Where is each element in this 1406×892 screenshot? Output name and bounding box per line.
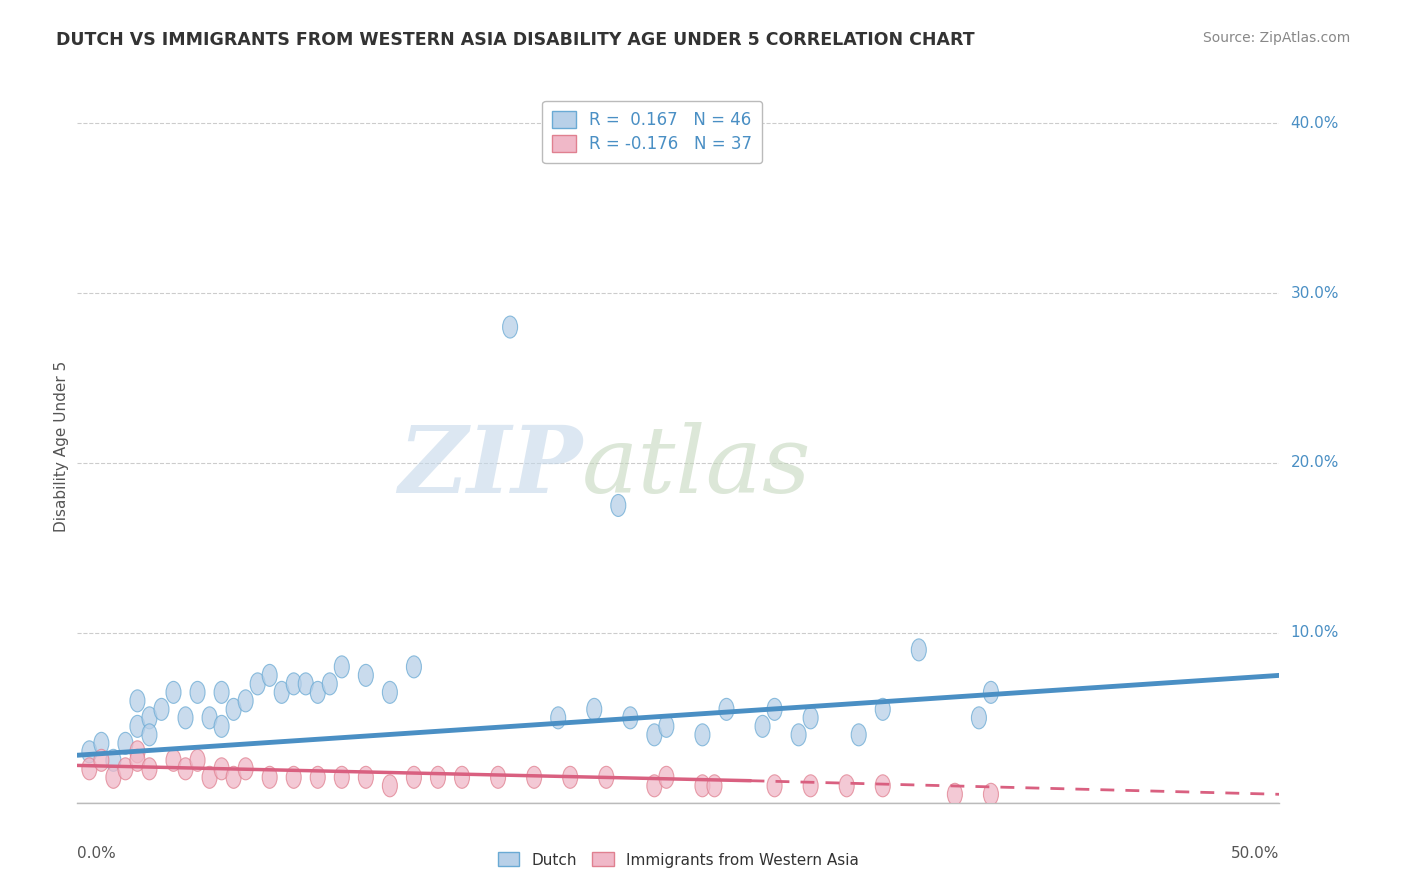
Text: 10.0%: 10.0% — [1291, 625, 1339, 640]
Text: 30.0%: 30.0% — [1291, 285, 1339, 301]
Text: ZIP: ZIP — [398, 423, 582, 512]
Text: DUTCH VS IMMIGRANTS FROM WESTERN ASIA DISABILITY AGE UNDER 5 CORRELATION CHART: DUTCH VS IMMIGRANTS FROM WESTERN ASIA DI… — [56, 31, 974, 49]
Text: Source: ZipAtlas.com: Source: ZipAtlas.com — [1202, 31, 1350, 45]
Text: 50.0%: 50.0% — [1232, 846, 1279, 861]
Y-axis label: Disability Age Under 5: Disability Age Under 5 — [53, 360, 69, 532]
Text: 40.0%: 40.0% — [1291, 116, 1339, 131]
Text: 0.0%: 0.0% — [77, 846, 117, 861]
Text: 20.0%: 20.0% — [1291, 456, 1339, 470]
Legend: R =  0.167   N = 46, R = -0.176   N = 37: R = 0.167 N = 46, R = -0.176 N = 37 — [543, 101, 762, 163]
Text: atlas: atlas — [582, 423, 811, 512]
